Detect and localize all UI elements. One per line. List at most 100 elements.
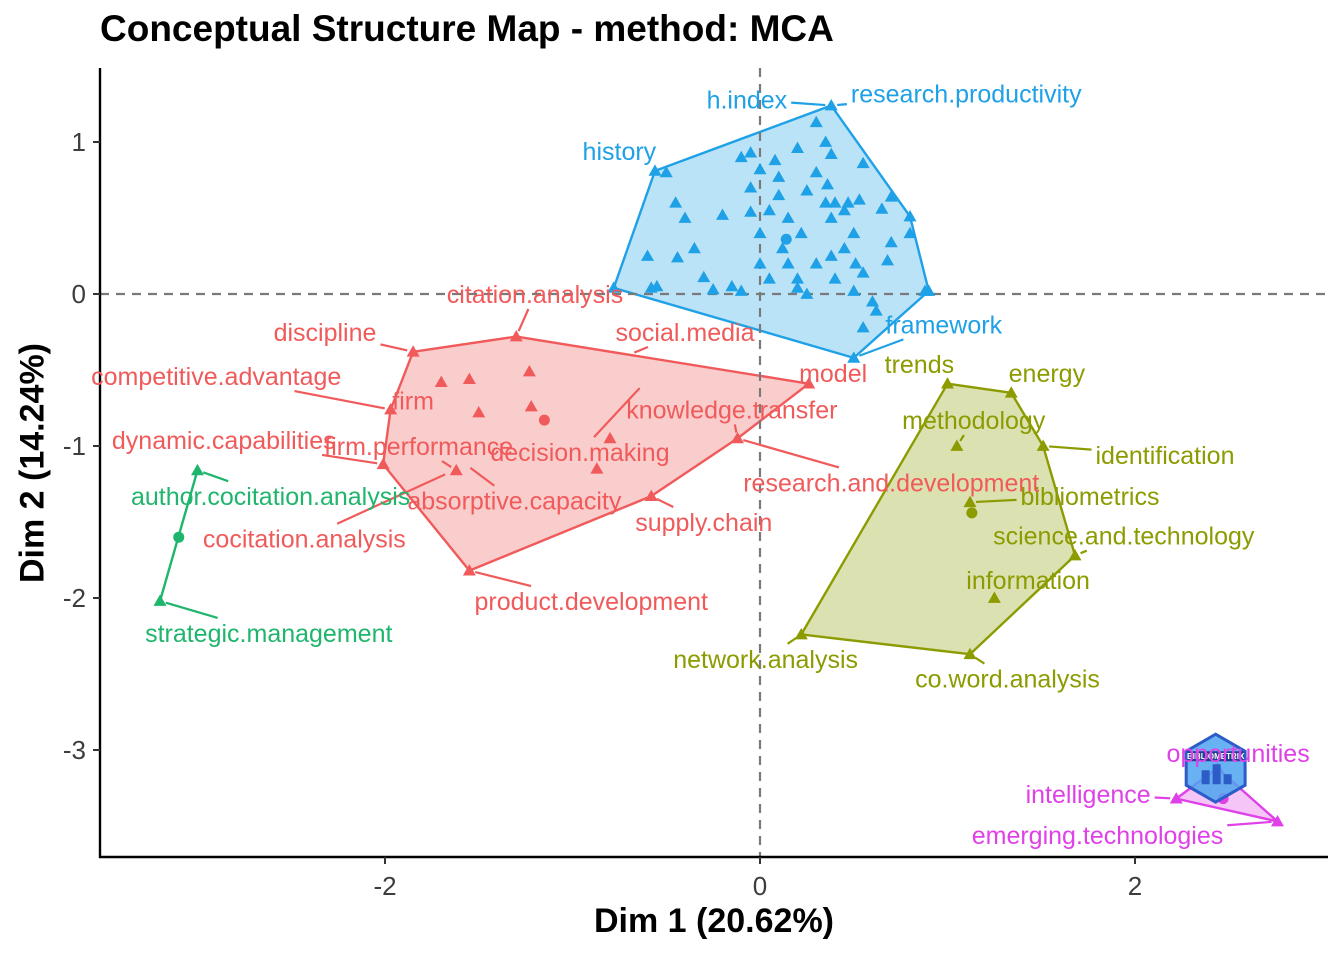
cluster-1-point: [800, 287, 814, 299]
label-leader-line: [441, 460, 452, 468]
point-label: decision.making: [490, 439, 669, 467]
cluster-1-point: [800, 184, 814, 196]
cluster-1-point: [847, 226, 861, 239]
label-leader-line: [517, 308, 530, 332]
y-tick-label: -1: [63, 431, 86, 461]
cluster-1-point: [734, 150, 748, 163]
point-label: author.cocitation.analysis: [131, 483, 410, 511]
point-label: absorptive.capacity: [407, 488, 622, 516]
cluster-1-point: [641, 249, 654, 261]
cluster-2-point: [472, 406, 486, 418]
point-label: identification: [1096, 442, 1235, 470]
cluster-1-point: [762, 272, 776, 284]
y-tick-label: 0: [72, 279, 86, 309]
cluster-1-point: [744, 205, 758, 217]
cluster-1-hull-point: [824, 99, 838, 111]
label-leader-line: [469, 466, 495, 487]
label-leader-line: [593, 387, 641, 438]
label-leader-line: [474, 571, 532, 588]
cluster-1-point: [856, 320, 870, 333]
cluster-1-point: [819, 196, 833, 208]
cluster-1-point: [768, 153, 782, 166]
label-leader-line: [1154, 796, 1171, 800]
label-leader-line: [791, 101, 826, 107]
cluster-4-point: [963, 495, 977, 508]
point-label: citation.analysis: [447, 281, 623, 309]
cluster-1-point: [650, 279, 664, 292]
cluster-4-hull-point: [1004, 386, 1018, 398]
point-label: history: [583, 138, 657, 166]
cluster-1-point: [866, 295, 879, 307]
chart-title: Conceptual Structure Map - method: MCA: [100, 8, 834, 49]
label-leader-line: [837, 103, 848, 107]
x-tick-label: -2: [373, 871, 396, 901]
label-leader-line: [656, 497, 674, 508]
point-label: h.index: [707, 86, 788, 114]
cluster-1-point: [884, 235, 898, 248]
cluster-5-hull-point: [1271, 814, 1284, 827]
cluster-1-point: [918, 284, 932, 296]
label-leader-line: [321, 453, 378, 465]
point-label: network.analysis: [673, 646, 858, 674]
cluster-1-hull-point: [607, 281, 621, 293]
cluster-1-point: [744, 181, 758, 193]
cluster-3-hull-point: [191, 463, 204, 476]
cluster-1-point: [824, 211, 838, 223]
cluster-1-point: [837, 241, 851, 254]
label-leader-line: [858, 338, 904, 357]
x-axis-label: Dim 1 (20.62%): [594, 902, 834, 940]
cluster-4-hull-point: [941, 377, 954, 389]
cluster-2-point: [434, 375, 448, 388]
point-label: science.and.technology: [993, 523, 1255, 551]
cluster-4-hull-point: [1068, 548, 1082, 561]
cluster-1-point: [671, 251, 684, 263]
label-leader-line: [959, 434, 965, 442]
cluster-2-hull-point: [406, 345, 420, 357]
point-label: firm.performance: [324, 433, 513, 461]
label-leader-line: [975, 498, 1017, 504]
cluster-2-point: [590, 462, 604, 474]
cluster-1-point: [847, 284, 861, 296]
point-label: framework: [885, 311, 1002, 339]
cluster-4-point: [987, 591, 1001, 603]
cluster-1-point: [809, 165, 823, 178]
cluster-1-point: [762, 203, 776, 216]
point-label: knowledge.transfer: [626, 397, 837, 425]
cluster-2-hull-point: [462, 564, 476, 576]
point-label: competitive.advantage: [91, 363, 341, 391]
cluster-2-hull-point: [384, 403, 398, 415]
x-tick-label: 2: [1128, 871, 1142, 901]
point-label: methodology: [902, 407, 1046, 435]
cluster-1-point: [669, 196, 683, 208]
cluster-2-hull-point: [802, 377, 816, 389]
cluster-1-point: [869, 304, 883, 316]
cluster-1-point: [753, 162, 767, 175]
cluster-2-point: [603, 431, 617, 444]
y-tick-label: -3: [63, 735, 86, 765]
cluster-1-point: [697, 270, 711, 283]
cluster-3-centroid: [173, 531, 185, 543]
cluster-1-point: [794, 226, 808, 239]
label-leader-line: [633, 345, 649, 354]
cluster-1-point: [791, 272, 804, 284]
point-label: opportunities: [1167, 740, 1310, 768]
cluster-1-point: [725, 279, 739, 292]
x-tick-label: 0: [753, 871, 767, 901]
cluster-1-point: [744, 146, 758, 158]
point-label: research.and.development: [743, 469, 1039, 497]
cluster-1-point: [781, 211, 795, 223]
cluster-1-hull-point: [903, 209, 917, 222]
cluster-1-point: [856, 156, 870, 169]
cluster-1-point: [781, 257, 795, 269]
cluster-1-point: [776, 241, 789, 254]
point-label: research.productivity: [851, 80, 1082, 108]
y-tick-label: 1: [72, 127, 86, 157]
cluster-2-hull-point: [376, 457, 390, 470]
point-label: model: [799, 360, 867, 388]
label-leader-line: [742, 438, 840, 469]
bibliometrix-logo-bar: [1212, 764, 1221, 785]
label-leader-line: [733, 424, 738, 433]
cluster-1-point: [809, 115, 823, 128]
cluster-1-point: [837, 203, 851, 216]
